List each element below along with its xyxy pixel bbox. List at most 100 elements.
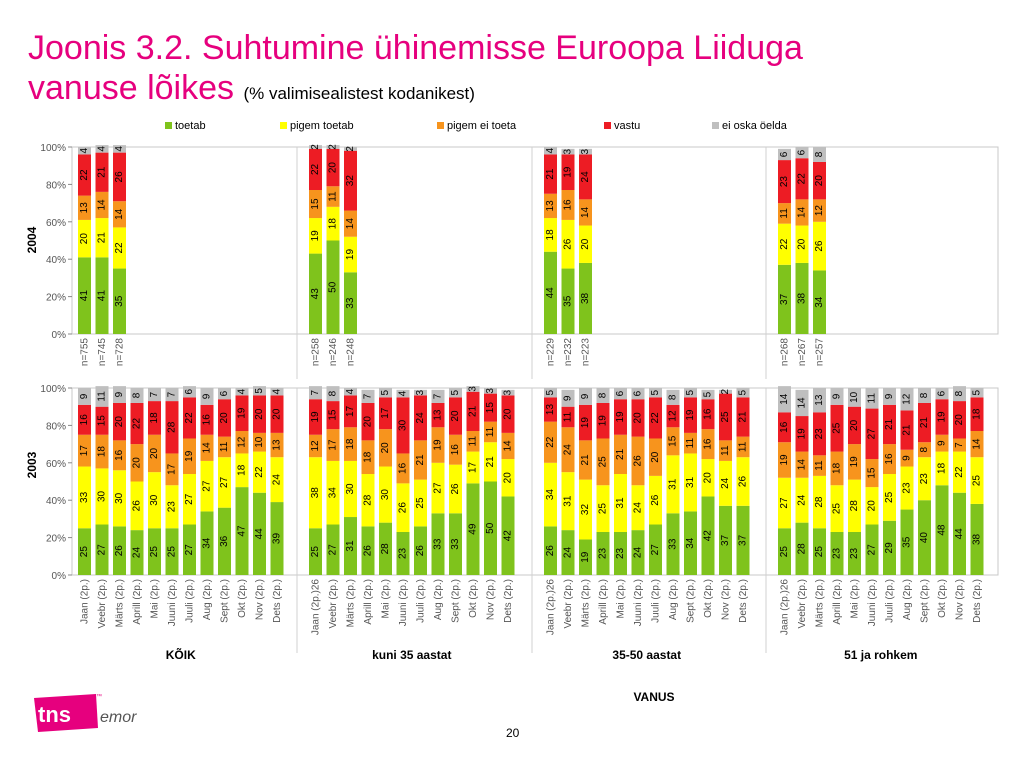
x-tick-label: n=745 <box>97 338 108 367</box>
data-label: 21 <box>919 417 930 429</box>
data-label: 26 <box>738 476 749 488</box>
bar-segment <box>614 531 627 575</box>
bar-segment <box>235 395 249 432</box>
data-label: 21 <box>468 405 479 417</box>
data-label: 34 <box>202 537 213 549</box>
logo-tm: ™ <box>96 693 102 700</box>
bar-segment <box>684 511 697 575</box>
bar-segment <box>501 496 515 575</box>
data-label: 14 <box>503 440 514 452</box>
bar-segment <box>344 517 357 575</box>
data-label: 19 <box>779 454 790 466</box>
data-label: 14 <box>972 438 983 450</box>
bar-segment <box>501 432 515 460</box>
bar-segment <box>253 386 266 396</box>
bar-segment <box>848 388 861 407</box>
data-label: 41 <box>79 290 90 302</box>
data-label: 5 <box>380 389 391 395</box>
bar-segment <box>830 531 844 575</box>
data-label: 8 <box>814 151 825 157</box>
data-label: 21 <box>738 411 749 423</box>
legend-swatch-1 <box>280 122 287 129</box>
bar-segment <box>883 404 896 445</box>
bar-segment <box>935 434 949 452</box>
bar-segment <box>95 152 109 192</box>
data-label: 33 <box>450 538 461 550</box>
data-label: 20 <box>380 442 391 454</box>
x-tick-label: Märts (2p.) <box>815 579 826 627</box>
x-tick-label: Jaan (2p.)26 <box>546 579 557 636</box>
data-label: 18 <box>97 446 108 458</box>
data-label: 18 <box>363 451 374 463</box>
data-label: 4 <box>545 148 556 154</box>
bar-segment <box>344 388 357 396</box>
data-label: 2 <box>310 144 321 150</box>
data-label: 20 <box>867 500 878 512</box>
data-label: 33 <box>433 538 444 550</box>
x-tick-label: Aug (2p.) <box>902 579 913 620</box>
data-label: 19 <box>598 415 609 427</box>
data-label: 5 <box>703 391 714 397</box>
y-tick-label: 0% <box>52 330 67 341</box>
data-label: 24 <box>580 171 591 183</box>
bar-segment <box>579 404 592 441</box>
data-label: 16 <box>703 408 714 420</box>
data-label: 19 <box>685 409 696 421</box>
logo-emor-text: emor <box>100 709 137 726</box>
data-label: 18 <box>328 218 339 230</box>
data-label: 23 <box>902 482 913 494</box>
group-name: KÕIK <box>166 647 196 662</box>
bar-segment <box>631 530 645 575</box>
bar-segment <box>848 406 861 445</box>
data-label: 7 <box>149 391 160 397</box>
data-label: 10 <box>254 436 265 448</box>
bar-segment <box>484 388 497 394</box>
bar-segment <box>113 440 126 471</box>
data-label: 44 <box>954 528 965 540</box>
data-label: 27 <box>97 544 108 556</box>
bar-segment <box>431 513 445 575</box>
data-label: 18 <box>237 464 248 476</box>
bar-segment <box>953 401 966 439</box>
bar-segment <box>95 468 109 525</box>
bar-segment <box>649 397 662 439</box>
data-label: 4 <box>114 146 125 152</box>
data-label: 22 <box>114 242 125 254</box>
data-label: 31 <box>563 495 574 507</box>
bar-segment <box>113 201 126 228</box>
bar-segment <box>414 395 427 441</box>
bar-segment <box>719 440 732 461</box>
data-label: 19 <box>615 411 626 423</box>
x-tick-label: Okt (2p.) <box>937 579 948 618</box>
data-label: 30 <box>380 489 391 501</box>
data-label: 21 <box>415 454 426 466</box>
data-label: 14 <box>797 459 808 471</box>
bar-segment <box>309 434 322 458</box>
bar-segment <box>970 431 984 458</box>
x-tick-label: Sept (2p.) <box>451 579 462 623</box>
data-label: 30 <box>345 483 356 495</box>
data-label: 14 <box>97 199 108 211</box>
bar-segment <box>544 251 557 334</box>
data-label: 11 <box>468 436 479 447</box>
bar-segment <box>935 451 949 486</box>
bar-segment <box>183 438 196 475</box>
bar-segment <box>113 526 126 575</box>
y-tick-label: 80% <box>46 421 66 432</box>
data-label: 43 <box>310 288 321 300</box>
bar-segment <box>253 395 266 433</box>
group-name: kuni 35 aastat <box>372 648 451 662</box>
data-label: 19 <box>580 551 591 563</box>
bar-segment <box>326 401 340 430</box>
data-label: 6 <box>219 390 230 396</box>
bar-segment <box>183 386 196 398</box>
bar-segment <box>614 434 627 475</box>
data-label: 37 <box>779 293 790 305</box>
data-label: 23 <box>814 428 825 440</box>
bar-segment <box>596 438 610 486</box>
bar-segment <box>396 483 410 532</box>
bar-segment <box>501 395 515 433</box>
bar-segment <box>326 429 340 461</box>
data-label: 14 <box>797 397 808 409</box>
data-label: 36 <box>219 535 230 547</box>
